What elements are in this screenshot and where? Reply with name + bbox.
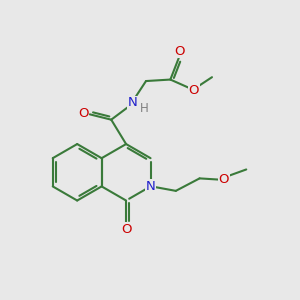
Text: O: O: [121, 223, 131, 236]
Text: O: O: [219, 173, 229, 186]
Text: N: N: [128, 96, 137, 109]
Text: O: O: [175, 44, 185, 58]
Text: H: H: [140, 102, 148, 115]
Text: O: O: [189, 84, 199, 97]
Text: N: N: [146, 180, 155, 193]
Text: O: O: [78, 107, 88, 120]
